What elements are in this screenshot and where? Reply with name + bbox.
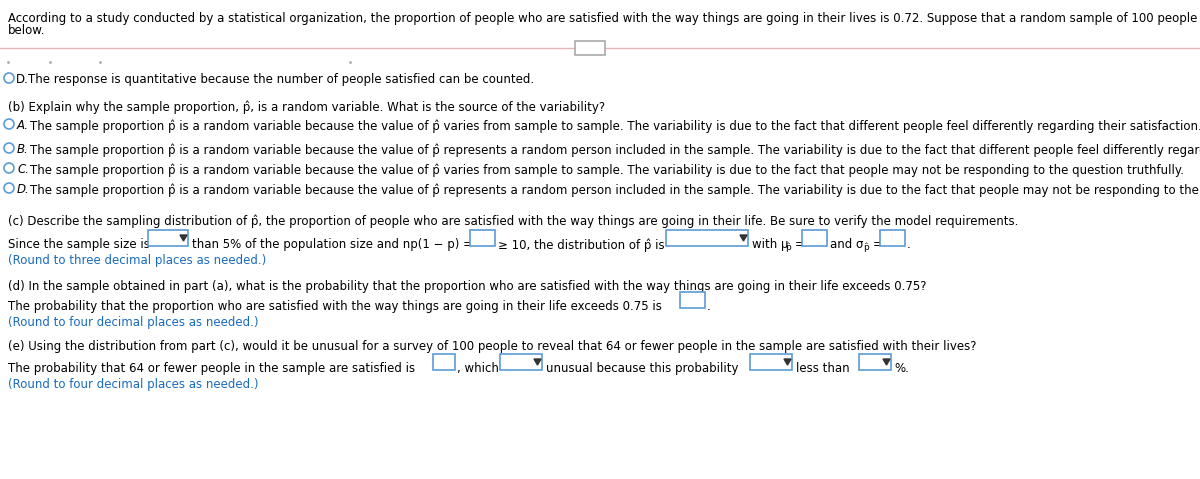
Text: %.: %. xyxy=(894,362,908,375)
Text: The sample proportion p̂ is a random variable because the value of p̂ varies fro: The sample proportion p̂ is a random var… xyxy=(30,163,1184,176)
Text: (Round to three decimal places as needed.): (Round to three decimal places as needed… xyxy=(8,254,266,267)
Text: than 5% of the population size and np(1 − p) =: than 5% of the population size and np(1 … xyxy=(192,238,473,251)
FancyBboxPatch shape xyxy=(470,230,496,246)
Text: p̂: p̂ xyxy=(785,242,791,251)
Text: According to a study conducted by a statistical organization, the proportion of : According to a study conducted by a stat… xyxy=(8,12,1200,25)
Text: =: = xyxy=(796,238,805,251)
FancyBboxPatch shape xyxy=(802,230,827,246)
Polygon shape xyxy=(534,359,541,365)
Text: The sample proportion p̂ is a random variable because the value of p̂ represents: The sample proportion p̂ is a random var… xyxy=(30,183,1200,196)
Polygon shape xyxy=(180,235,187,241)
Text: less than: less than xyxy=(796,362,850,375)
FancyBboxPatch shape xyxy=(880,230,905,246)
FancyBboxPatch shape xyxy=(433,354,455,370)
Text: The sample proportion p̂ is a random variable because the value of p̂ varies fro: The sample proportion p̂ is a random var… xyxy=(30,119,1200,133)
Text: The probability that 64 or fewer people in the sample are satisfied is: The probability that 64 or fewer people … xyxy=(8,362,415,375)
Text: C.: C. xyxy=(17,163,29,176)
Text: below.: below. xyxy=(8,24,46,37)
Text: ≥ 10, the distribution of p̂ is: ≥ 10, the distribution of p̂ is xyxy=(498,238,665,251)
Text: D.: D. xyxy=(17,183,30,196)
Text: (c) Describe the sampling distribution of p̂, the proportion of people who are s: (c) Describe the sampling distribution o… xyxy=(8,214,1019,228)
Text: (d) In the sample obtained in part (a), what is the probability that the proport: (d) In the sample obtained in part (a), … xyxy=(8,280,926,293)
Text: Since the sample size is: Since the sample size is xyxy=(8,238,150,251)
Polygon shape xyxy=(883,359,890,365)
FancyBboxPatch shape xyxy=(500,354,542,370)
Text: p̂: p̂ xyxy=(863,242,869,251)
Text: (e) Using the distribution from part (c), would it be unusual for a survey of 10: (e) Using the distribution from part (c)… xyxy=(8,340,977,353)
Text: The response is quantitative because the number of people satisfied can be count: The response is quantitative because the… xyxy=(28,73,534,86)
Polygon shape xyxy=(740,235,746,241)
Text: .: . xyxy=(707,300,710,313)
FancyBboxPatch shape xyxy=(680,292,706,308)
FancyBboxPatch shape xyxy=(750,354,792,370)
Text: .: . xyxy=(907,238,911,251)
Text: (Round to four decimal places as needed.): (Round to four decimal places as needed.… xyxy=(8,316,258,329)
Text: , which: , which xyxy=(457,362,499,375)
Polygon shape xyxy=(784,359,791,365)
Text: The probability that the proportion who are satisfied with the way things are go: The probability that the proportion who … xyxy=(8,300,662,313)
Text: with μ: with μ xyxy=(752,238,788,251)
Text: (Round to four decimal places as needed.): (Round to four decimal places as needed.… xyxy=(8,378,258,391)
Text: •••: ••• xyxy=(583,44,596,53)
Text: (b) Explain why the sample proportion, p̂, is a random variable. What is the sou: (b) Explain why the sample proportion, p… xyxy=(8,100,605,114)
Text: The sample proportion p̂ is a random variable because the value of p̂ represents: The sample proportion p̂ is a random var… xyxy=(30,143,1200,157)
Text: B.: B. xyxy=(17,143,29,156)
FancyBboxPatch shape xyxy=(666,230,748,246)
FancyBboxPatch shape xyxy=(859,354,890,370)
FancyBboxPatch shape xyxy=(148,230,188,246)
Text: A.: A. xyxy=(17,119,29,132)
Text: D.: D. xyxy=(16,73,29,86)
Text: unusual because this probability: unusual because this probability xyxy=(546,362,738,375)
Text: =: = xyxy=(874,238,883,251)
Text: and σ: and σ xyxy=(830,238,863,251)
FancyBboxPatch shape xyxy=(575,41,605,55)
